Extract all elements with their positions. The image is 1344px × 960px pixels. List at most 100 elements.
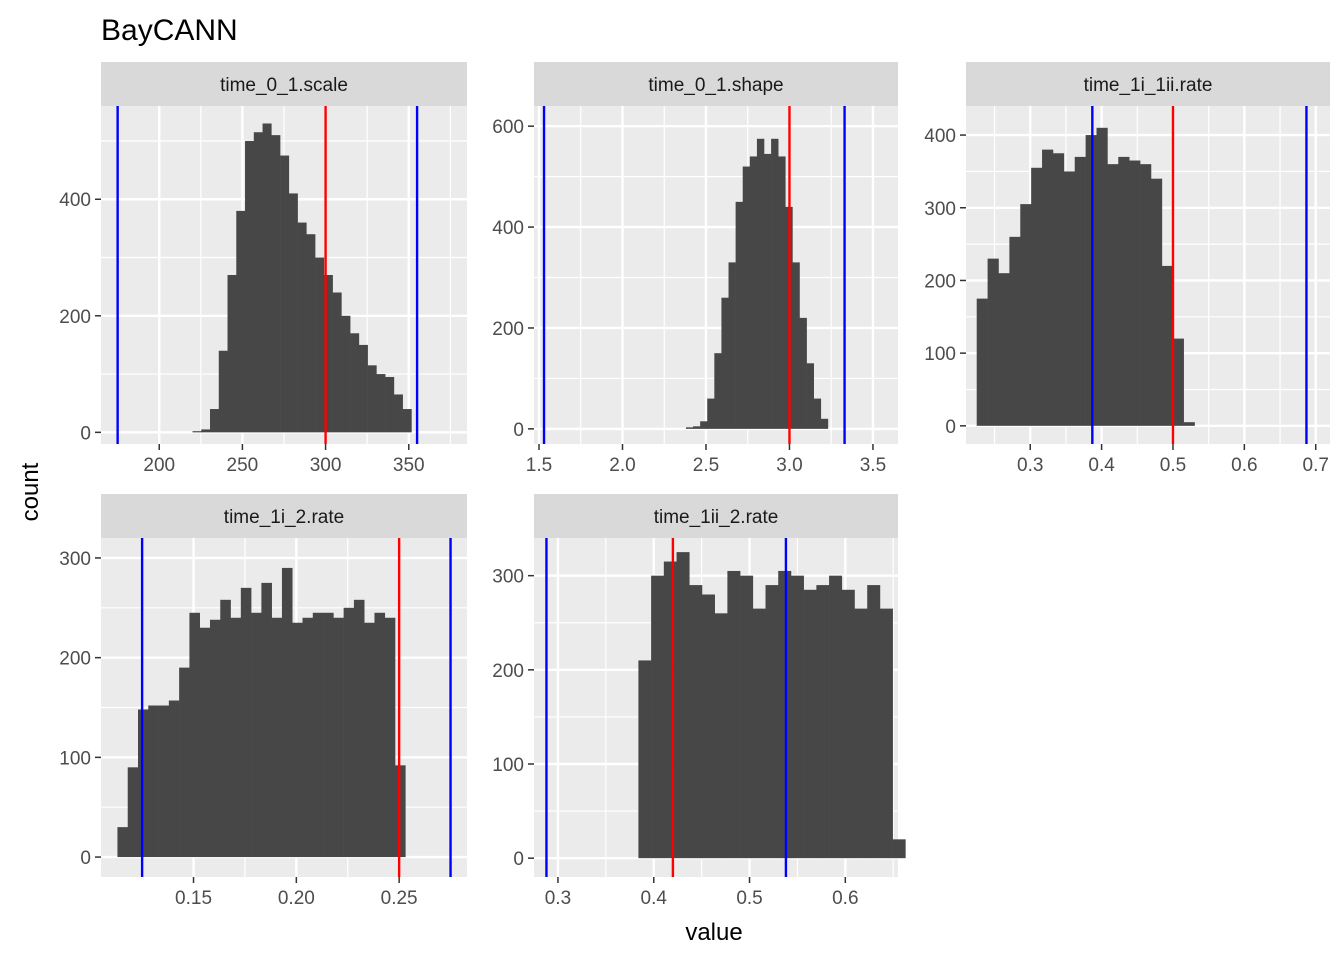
y-tick-label: 100 [924,344,956,365]
histogram-bar [117,827,129,858]
histogram-bar [312,612,324,858]
histogram-bar [302,617,314,858]
x-tick-label: 0.15 [175,888,212,909]
x-tick-label: 250 [227,455,259,476]
facet-panel: time_1i_2.rate 0.15 0.20 0.25 0 100 200 300 [59,494,467,909]
histogram-bar [251,612,262,858]
x-tick-label: 0.4 [1088,455,1115,476]
histogram-bar [790,575,804,859]
facet-strip [966,62,1330,106]
histogram-bar [364,622,375,858]
facet-panel: time_0_1.scale 200 250 300 350 0 200 400 [59,62,467,476]
histogram-bar [700,421,708,429]
x-axis-label: value [685,919,742,946]
histogram-bar [813,398,822,429]
histogram-bar [253,132,263,433]
histogram-bar [1096,127,1108,426]
histogram-bar [179,667,190,858]
x-tick-label: 350 [393,455,425,476]
histogram-bar [306,234,316,433]
x-tick-label: 3.0 [776,455,802,476]
histogram-bar [323,275,333,433]
histogram-bar [1118,156,1130,426]
histogram-bar [740,575,754,859]
histogram-bar [297,222,307,433]
histogram-bar [638,660,652,859]
histogram-bar [764,153,772,429]
y-tick-label: 300 [59,549,91,570]
histogram-bar [374,612,386,858]
histogram-bar [192,431,202,433]
histogram-bar [1129,160,1141,426]
y-tick-label: 0 [513,420,524,441]
histogram-bar [350,333,360,433]
histogram-bar [271,617,283,858]
histogram-bar [240,587,252,858]
y-tick-label: 0 [945,417,956,438]
histogram-bar [854,608,868,859]
facet-strip [101,62,467,106]
y-tick-label: 600 [492,117,524,138]
histogram-bar [735,201,744,429]
facet-panel: time_1i_1ii.rate 0.3 0.4 0.5 0.6 0.7 0 100 200 30… [924,62,1330,476]
chart-title: BayCANN [101,14,238,47]
facet-strip [534,494,898,538]
histogram-bar [1063,171,1076,426]
histogram-bar [749,156,758,429]
x-tick-label: 0.3 [1017,455,1043,476]
histogram-bar [867,585,881,859]
histogram-bar [210,409,220,433]
x-tick-label: 2.5 [693,455,719,476]
facet-panel: time_1ii_2.rate 0.3 0.4 0.5 0.6 0 100 200 300 [492,494,906,909]
x-tick-label: 0.25 [381,888,418,909]
histogram-bar [280,155,290,433]
histogram-bar [261,582,272,858]
histogram-bar [148,705,159,858]
histogram-bar [1020,204,1032,426]
histogram-bar [987,258,999,426]
histogram-bar [262,123,272,433]
x-tick-label: 0.3 [545,888,571,909]
histogram-bar [402,409,412,433]
histogram-bar [727,570,741,859]
histogram-bar [343,607,355,858]
histogram-bar [714,353,722,429]
y-tick-label: 300 [924,199,956,220]
histogram-bar [756,138,765,429]
histogram-bar [765,585,779,859]
x-tick-label: 1.5 [526,455,552,476]
y-tick-label: 200 [492,661,524,682]
histogram-bar [693,426,701,429]
histogram-bar [393,394,403,433]
histogram-bar [315,257,325,433]
histogram-bar [701,594,715,859]
histogram-bar [168,700,180,858]
histogram-bar [236,210,246,433]
histogram-bar [127,767,139,858]
x-tick-label: 0.6 [832,888,858,909]
histogram-bar [816,585,830,859]
histogram-bar [367,365,377,433]
x-tick-label: 0.4 [641,888,668,909]
histogram-bar [771,138,779,429]
histogram-bar [1031,167,1043,426]
y-tick-label: 0 [513,849,524,870]
histogram-bar [288,193,298,433]
histogram-bar [663,561,677,859]
histogram-bar [707,398,715,429]
histogram-bar [1074,156,1086,426]
histogram-bar [1183,422,1195,426]
histogram-bar [1042,149,1054,426]
x-tick-label: 300 [310,455,342,476]
histogram-bar [384,617,396,858]
y-tick-label: 200 [59,649,91,670]
facet-strip-label: time_1i_1ii.rate [1084,75,1213,96]
histogram-bar [227,275,237,433]
histogram-bar [820,418,829,429]
facet-strip-label: time_0_1.shape [648,75,783,96]
y-tick-label: 200 [924,271,956,292]
histogram-bar [799,317,807,429]
histogram-bar [1140,164,1152,426]
x-tick-label: 2.0 [609,455,635,476]
